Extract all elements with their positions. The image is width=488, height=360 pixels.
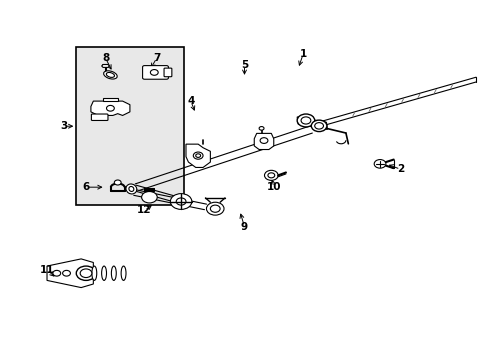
Circle shape	[260, 138, 267, 143]
Text: 10: 10	[266, 182, 281, 192]
Ellipse shape	[103, 71, 117, 79]
Text: 7: 7	[153, 53, 160, 63]
Polygon shape	[103, 98, 118, 101]
Circle shape	[80, 269, 92, 278]
Ellipse shape	[92, 266, 97, 280]
Ellipse shape	[126, 184, 137, 194]
Circle shape	[264, 170, 278, 180]
Polygon shape	[91, 101, 130, 116]
Circle shape	[142, 192, 157, 203]
Ellipse shape	[102, 266, 106, 280]
Circle shape	[76, 266, 96, 280]
Ellipse shape	[111, 266, 116, 280]
Circle shape	[259, 127, 264, 130]
Polygon shape	[47, 259, 93, 288]
Polygon shape	[254, 134, 273, 149]
Circle shape	[195, 154, 200, 157]
Polygon shape	[102, 64, 109, 67]
FancyBboxPatch shape	[142, 66, 168, 79]
Text: 4: 4	[187, 96, 194, 106]
FancyBboxPatch shape	[91, 114, 108, 121]
Text: 6: 6	[82, 182, 89, 192]
Circle shape	[267, 173, 274, 178]
Circle shape	[314, 123, 323, 129]
Circle shape	[301, 117, 310, 124]
Circle shape	[193, 152, 203, 159]
Text: 2: 2	[396, 164, 404, 174]
Text: 5: 5	[241, 60, 247, 70]
Polygon shape	[185, 144, 210, 167]
Circle shape	[170, 194, 191, 210]
Circle shape	[311, 120, 326, 132]
Bar	[76, 47, 183, 205]
Circle shape	[206, 202, 224, 215]
Circle shape	[114, 180, 121, 185]
Ellipse shape	[121, 266, 126, 280]
Text: 3: 3	[61, 121, 67, 131]
Circle shape	[150, 69, 158, 75]
Ellipse shape	[129, 186, 134, 192]
Circle shape	[210, 205, 220, 212]
Text: 1: 1	[299, 49, 306, 59]
Text: 8: 8	[102, 53, 109, 63]
Circle shape	[373, 159, 385, 168]
Circle shape	[106, 105, 114, 111]
FancyBboxPatch shape	[163, 68, 171, 77]
Polygon shape	[297, 117, 327, 130]
Text: 12: 12	[137, 206, 151, 216]
Text: 11: 11	[40, 265, 54, 275]
Circle shape	[176, 198, 185, 205]
Text: 9: 9	[241, 222, 247, 231]
Circle shape	[297, 114, 314, 127]
Circle shape	[53, 270, 61, 276]
Circle shape	[62, 270, 70, 276]
Ellipse shape	[106, 72, 114, 77]
